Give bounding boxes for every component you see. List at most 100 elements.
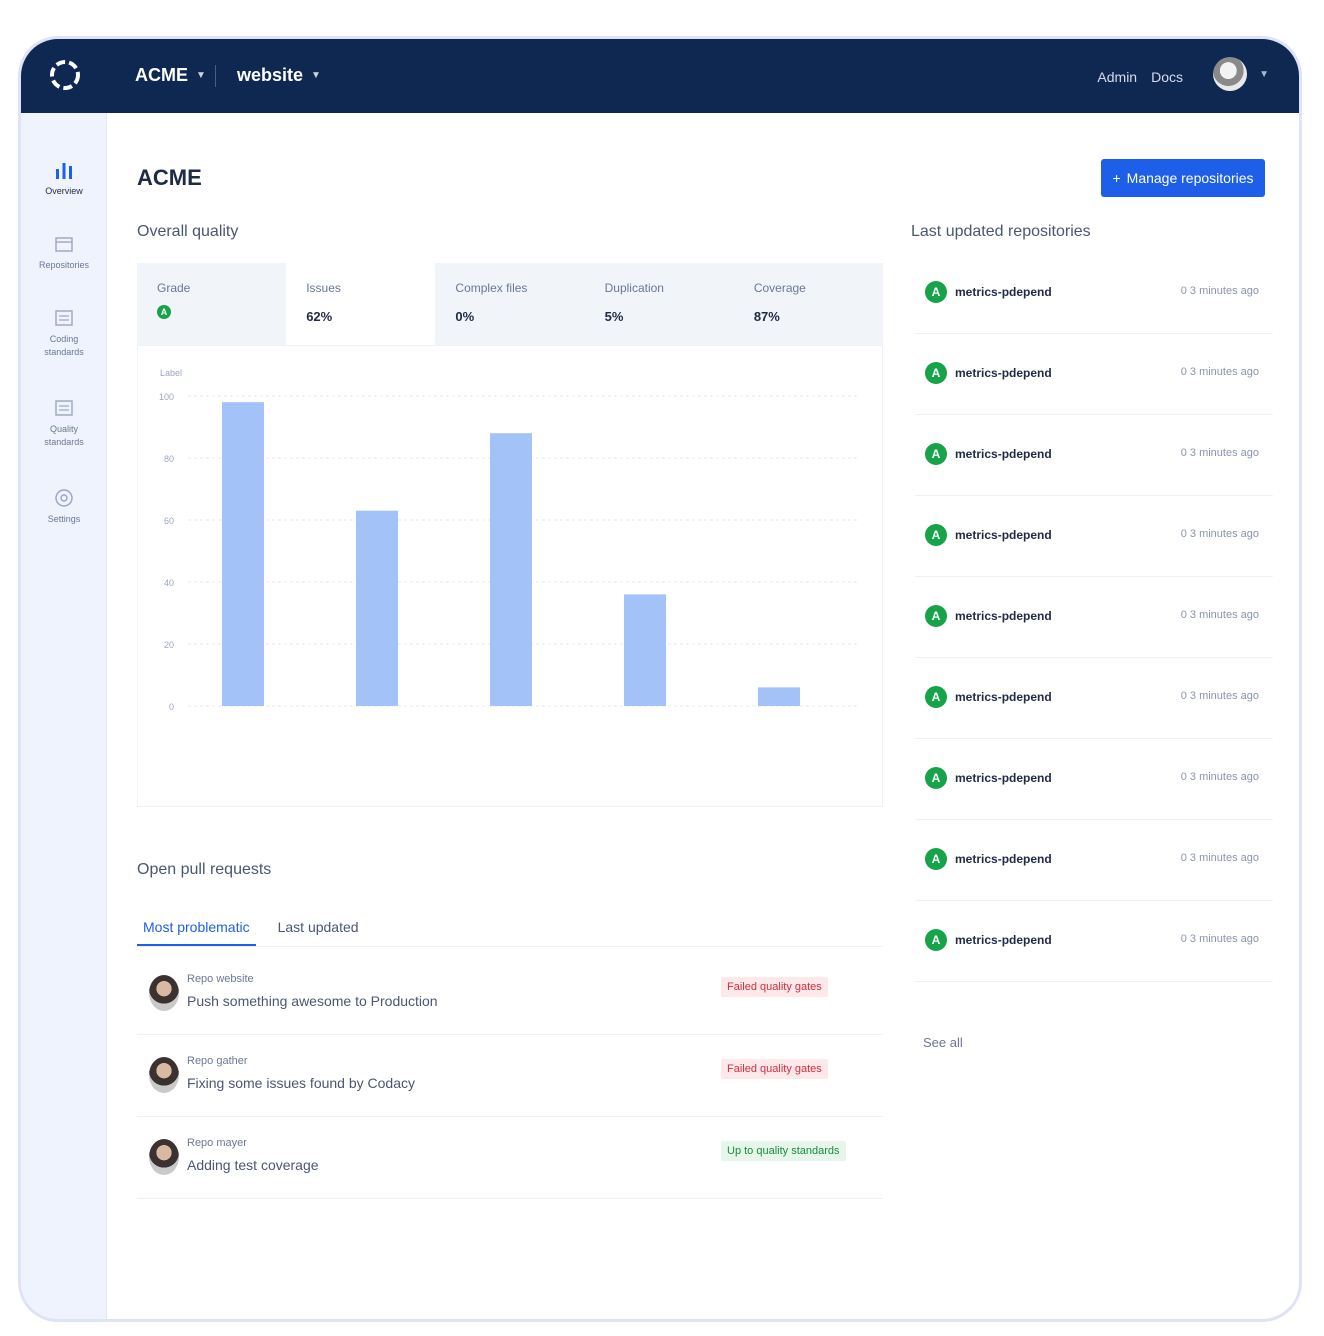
sidebar-item-label: Overview <box>45 186 83 196</box>
grade-badge: A <box>925 929 947 951</box>
grade-badge: A <box>925 362 947 384</box>
quality-metrics-tabs: Grade A Issues 62% Complex files 0% Dupl… <box>137 263 883 345</box>
grade-badge: A <box>925 281 947 303</box>
repository-row[interactable]: A metrics-pdepend 0 3 minutes ago <box>915 901 1273 982</box>
org-selector[interactable]: ACME ▼ <box>135 65 206 86</box>
page-title: ACME <box>137 165 202 190</box>
metric-label: Duplication <box>604 281 664 295</box>
y-tick-label: 40 <box>164 578 174 588</box>
pr-title: Fixing some issues found by Codacy <box>187 1075 415 1091</box>
repository-row[interactable]: A metrics-pdepend 0 3 minutes ago <box>915 739 1273 820</box>
metric-value: 87% <box>753 309 780 324</box>
repo-updated-time: 0 3 minutes ago <box>1180 690 1259 702</box>
bar-chart: Label 100 80 60 40 20 0 <box>159 368 858 712</box>
tab-most-problematic[interactable]: Most problematic <box>137 913 256 946</box>
grade-badge: A <box>925 443 947 465</box>
codacy-logo-icon[interactable] <box>47 57 83 93</box>
sidebar-item-repositories[interactable]: Repositories <box>21 233 107 272</box>
repository-row[interactable]: A metrics-pdepend 0 3 minutes ago <box>915 253 1273 334</box>
tab-last-updated[interactable]: Last updated <box>277 919 359 935</box>
repository-row[interactable]: A metrics-pdepend 0 3 minutes ago <box>915 577 1273 658</box>
user-avatar[interactable] <box>1213 57 1247 91</box>
overall-quality-heading: Overall quality <box>137 223 239 240</box>
pr-repo: Repo gather <box>187 1055 248 1067</box>
project-name: website <box>237 65 304 85</box>
grade-badge: A <box>925 605 947 627</box>
avatar <box>149 1057 179 1093</box>
repo-updated-time: 0 3 minutes ago <box>1180 447 1259 459</box>
y-tick-label: 20 <box>164 640 174 650</box>
repo-name: metrics-pdepend <box>955 690 1052 704</box>
pr-title: Push something awesome to Production <box>187 993 438 1009</box>
metric-value: 62% <box>306 309 333 324</box>
repo-updated-time: 0 3 minutes ago <box>1180 285 1259 297</box>
repo-name: metrics-pdepend <box>955 366 1052 380</box>
y-tick-label: 80 <box>164 454 174 464</box>
metric-value: 0% <box>455 309 475 324</box>
sidebar-item-coding-standards[interactable]: Coding standards <box>21 307 107 358</box>
chart-bar[interactable] <box>624 594 666 706</box>
top-navigation-bar: ACME ▼ website ▼ Admin Docs ▼ <box>21 39 1299 113</box>
chevron-down-icon[interactable]: ▼ <box>1259 69 1269 80</box>
pr-repo: Repo website <box>187 973 254 985</box>
metric-label: Complex files <box>455 281 528 295</box>
sidebar-item-overview[interactable]: Overview <box>21 159 107 198</box>
metric-issues[interactable]: Issues 62% <box>286 263 436 345</box>
breadcrumb-separator <box>215 65 216 87</box>
metric-label: Grade <box>157 281 191 295</box>
repository-row[interactable]: A metrics-pdepend 0 3 minutes ago <box>915 415 1273 496</box>
manage-repositories-button[interactable]: + Manage repositories <box>1101 159 1265 197</box>
pr-title: Adding test coverage <box>187 1157 319 1173</box>
repo-name: metrics-pdepend <box>955 933 1052 947</box>
repository-row[interactable]: A metrics-pdepend 0 3 minutes ago <box>915 334 1273 415</box>
status-badge: Up to quality standards <box>721 1141 846 1161</box>
chart-bar[interactable] <box>758 687 800 706</box>
list-icon <box>55 310 73 326</box>
manage-repositories-label: Manage repositories <box>1126 170 1254 186</box>
grade-badge: A <box>925 848 947 870</box>
sidebar-item-label: Quality standards <box>44 424 84 447</box>
repo-updated-time: 0 3 minutes ago <box>1180 852 1259 864</box>
chart-bar[interactable] <box>356 510 398 706</box>
metric-coverage[interactable]: Coverage 87% <box>734 263 883 345</box>
sidebar-item-settings[interactable]: Settings <box>21 487 107 526</box>
metric-label: Coverage <box>753 281 806 295</box>
chart-bar[interactable] <box>222 402 264 706</box>
gear-icon <box>55 489 73 507</box>
pr-tabs: Most problematic Last updated <box>137 913 883 947</box>
grade-badge: A <box>925 686 947 708</box>
quality-chart: Label 100 80 60 40 20 0 <box>137 345 883 807</box>
plus-icon: + <box>1112 170 1121 186</box>
sidebar-item-quality-standards[interactable]: Quality standards <box>21 397 107 448</box>
repo-name: metrics-pdepend <box>955 852 1052 866</box>
status-badge: Failed quality gates <box>721 1059 828 1079</box>
repository-row[interactable]: A metrics-pdepend 0 3 minutes ago <box>915 496 1273 577</box>
repository-row[interactable]: A metrics-pdepend 0 3 minutes ago <box>915 820 1273 901</box>
metric-grade[interactable]: Grade A <box>137 263 286 345</box>
repo-name: metrics-pdepend <box>955 771 1052 785</box>
chart-bar[interactable] <box>490 433 532 706</box>
sidebar-item-label: Settings <box>47 514 81 524</box>
sidebar-item-label: Coding standards <box>44 334 84 357</box>
sidebar-item-label: Repositories <box>38 260 90 270</box>
status-badge: Failed quality gates <box>721 977 828 997</box>
main-content: ACME + Manage repositories Overall quali… <box>107 113 1299 1319</box>
bar-chart-icon <box>56 163 72 179</box>
project-selector[interactable]: website ▼ <box>237 65 321 86</box>
docs-link[interactable]: Docs <box>1151 69 1183 85</box>
grade-badge: A <box>925 524 947 546</box>
y-tick-label: 100 <box>159 392 174 402</box>
admin-link[interactable]: Admin <box>1097 69 1138 85</box>
metric-complex-files[interactable]: Complex files 0% <box>435 263 584 345</box>
repo-updated-time: 0 3 minutes ago <box>1180 609 1259 621</box>
repo-name: metrics-pdepend <box>955 447 1052 461</box>
pull-request-row[interactable]: Repo mayer Adding test coverage Up to qu… <box>137 1117 883 1199</box>
y-axis-label: Label <box>160 368 182 378</box>
pull-request-row[interactable]: Repo gather Fixing some issues found by … <box>137 1035 883 1117</box>
y-tick-label: 60 <box>164 516 174 526</box>
chevron-down-icon: ▼ <box>196 70 206 81</box>
repository-row[interactable]: A metrics-pdepend 0 3 minutes ago <box>915 658 1273 739</box>
pull-request-row[interactable]: Repo website Push something awesome to P… <box>137 953 883 1035</box>
metric-duplication[interactable]: Duplication 5% <box>585 263 734 345</box>
see-all-link[interactable]: See all <box>923 1035 963 1050</box>
